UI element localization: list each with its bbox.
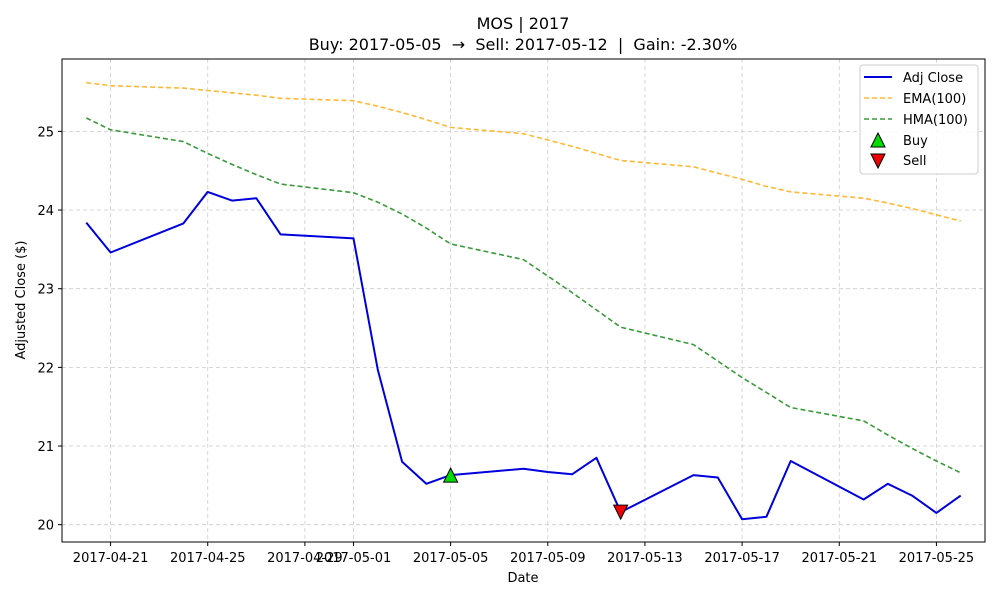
- y-tick-label: 22: [37, 361, 54, 376]
- x-axis-label: Date: [507, 571, 538, 586]
- chart-subtitle: Buy: 2017-05-05 → Sell: 2017-05-12 | Gai…: [309, 35, 738, 54]
- legend-ema-label: EMA(100): [903, 92, 966, 107]
- legend-sell-marker: [870, 153, 886, 170]
- plot-frame: [61, 58, 986, 543]
- x-tick-label: 2017-05-01: [316, 551, 392, 566]
- series-line-hma-100: [85, 117, 962, 474]
- x-tick-label: 2017-05-17: [704, 551, 780, 566]
- y-axis-label: Adjusted Close ($): [14, 241, 29, 360]
- legend-buy-marker: [870, 131, 886, 148]
- legend: Adj Close EMA(100) HMA(100) Buy Sell: [859, 64, 979, 175]
- y-tick-label: 21: [37, 440, 54, 455]
- y-tick-label: 25: [37, 125, 54, 140]
- legend-hma-label: HMA(100): [903, 113, 968, 128]
- chart-title: MOS | 2017: [477, 14, 570, 33]
- x-tick-label: 2017-04-21: [73, 551, 149, 566]
- x-tick-label: 2017-05-21: [801, 551, 877, 566]
- y-axis: 20 21 22 23 24 25: [37, 125, 62, 534]
- x-tick-label: 2017-04-25: [170, 551, 246, 566]
- legend-sell-label: Sell: [903, 154, 926, 169]
- x-axis: 2017-04-21 2017-04-25 2017-04-292017-05-01…: [73, 542, 974, 566]
- x-tick-label: 2017-04-29: [267, 551, 343, 566]
- x-tick-label: 2017-05-13: [607, 551, 683, 566]
- legend-adj-close-label: Adj Close: [903, 71, 963, 86]
- buy-marker: [442, 467, 459, 483]
- series-layer: [85, 81, 962, 521]
- series-line-adj-close: [85, 190, 962, 521]
- legend-buy-label: Buy: [903, 134, 928, 149]
- x-tick-label: 2017-05-05: [413, 551, 489, 566]
- y-tick-label: 20: [37, 519, 54, 534]
- y-tick-label: 23: [37, 283, 54, 298]
- legend-box: [859, 64, 979, 175]
- x-tick-label: 2017-05-09: [510, 551, 586, 566]
- series-line-ema-100: [86, 81, 961, 222]
- y-tick-label: 24: [37, 204, 54, 219]
- trade-markers: [442, 467, 629, 521]
- x-tick-label: 2017-05-25: [899, 551, 975, 566]
- sell-marker: [612, 504, 629, 521]
